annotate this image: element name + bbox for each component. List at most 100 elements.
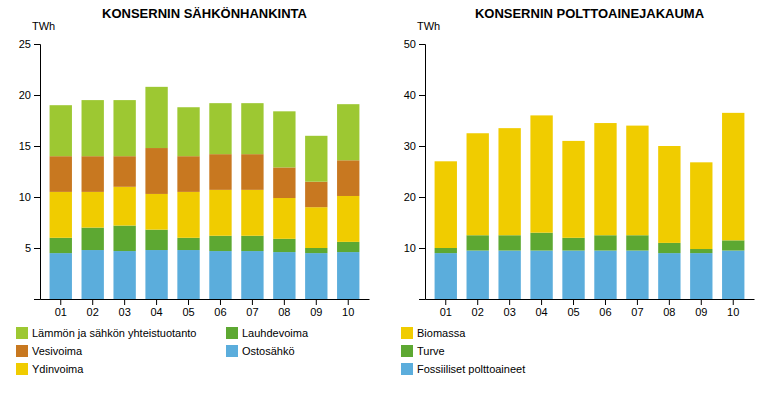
x-tick: 04: [535, 299, 547, 318]
y-tick: 50: [404, 38, 425, 50]
tick-label: 20: [404, 191, 416, 203]
bar-segment: [177, 250, 199, 299]
tick-mark: [252, 299, 253, 305]
bar-segment: [145, 194, 167, 230]
x-tick: 07: [631, 299, 643, 318]
bar-segment: [690, 162, 712, 249]
tick-mark: [419, 197, 425, 198]
axis-line: [41, 299, 370, 300]
tick-label: 20: [19, 89, 31, 101]
bar-segment: [82, 156, 104, 192]
y-tick: 20: [404, 191, 425, 203]
x-tick: 03: [119, 299, 131, 318]
y-tick: 15: [19, 140, 40, 152]
tick-label: 10: [727, 306, 739, 318]
bar-segment: [145, 87, 167, 148]
bar-series: [435, 113, 745, 249]
bar-segment: [113, 226, 135, 252]
legend-item: Ydinvoima: [16, 363, 84, 375]
legend-label: Vesivoima: [32, 345, 83, 357]
bar-segment: [626, 235, 648, 250]
bar-segment: [305, 136, 327, 182]
bar-segment: [50, 105, 72, 156]
tick-mark: [284, 299, 285, 305]
y-axis-label: TWh: [417, 20, 440, 32]
legend-swatch: [226, 327, 238, 339]
tick-label: 30: [404, 140, 416, 152]
bar-segment: [177, 238, 199, 250]
tick-label: 07: [246, 306, 258, 318]
bar-segment: [530, 251, 552, 299]
tick-label: 07: [631, 306, 643, 318]
bar-segment: [273, 239, 295, 252]
tick-mark: [60, 299, 61, 305]
bar-segment: [241, 103, 263, 154]
bar-series: [50, 250, 360, 299]
bars: [435, 113, 745, 299]
bar-segment: [82, 228, 104, 250]
tick-mark: [477, 299, 478, 305]
legend-item: Lauhdevoima: [226, 327, 309, 339]
tick-mark: [509, 299, 510, 305]
bar-segment: [722, 240, 744, 250]
bar-segment: [50, 156, 72, 192]
bar-segment: [498, 251, 520, 299]
bar-segment: [273, 167, 295, 198]
tick-mark: [445, 299, 446, 305]
tick-label: 08: [278, 306, 290, 318]
legend-item: Ostosähkö: [226, 345, 295, 357]
bar-segment: [209, 154, 231, 190]
bar-segment: [690, 253, 712, 299]
bar-segment: [498, 235, 520, 250]
legend-label: Ostosähkö: [242, 345, 295, 357]
bar-segment: [209, 190, 231, 236]
x-tick: 01: [440, 299, 452, 318]
bar-segment: [337, 252, 359, 299]
tick-label: 05: [567, 306, 579, 318]
bar-segment: [177, 156, 199, 192]
legend: Lämmön ja sähkön yhteistuotantoVesivoima…: [16, 327, 309, 375]
bar-segment: [658, 253, 680, 299]
bar-segment: [82, 100, 104, 156]
bar-segment: [594, 235, 616, 250]
tick-mark: [733, 299, 734, 305]
legend-swatch: [16, 327, 28, 339]
bar-segment: [658, 243, 680, 253]
tick-label: 04: [150, 306, 162, 318]
bar-segment: [626, 251, 648, 299]
tick-mark: [348, 299, 349, 305]
bar-segment: [241, 251, 263, 299]
legend-item: Turve: [401, 345, 445, 357]
tick-mark: [34, 146, 40, 147]
tick-label: 06: [599, 306, 611, 318]
bar-segment: [467, 251, 489, 299]
axis-line: [426, 299, 755, 300]
chart-panel: 01020304050607080910510152025KONSERNIN S…: [16, 6, 370, 375]
bar-segment: [241, 154, 263, 190]
bar-segment: [209, 251, 231, 299]
legend-swatch: [16, 363, 28, 375]
bar-segment: [337, 242, 359, 252]
chart-panel: 010203040506070809101020304050KONSERNIN …: [401, 6, 755, 375]
y-tick: 10: [19, 191, 40, 203]
tick-mark: [419, 146, 425, 147]
bar-segment: [209, 103, 231, 154]
tick-mark: [701, 299, 702, 305]
y-tick: 30: [404, 140, 425, 152]
bar-segment: [562, 141, 584, 238]
x-tick: 07: [246, 299, 258, 318]
x-tick: 09: [310, 299, 322, 318]
x-tick: 09: [695, 299, 707, 318]
tick-label: 05: [182, 306, 194, 318]
tick-mark: [34, 44, 40, 45]
bar-segment: [722, 251, 744, 299]
x-tick: 10: [727, 299, 739, 318]
tick-label: 09: [695, 306, 707, 318]
y-axis: 1020304050: [404, 38, 426, 299]
legend-label: Ydinvoima: [32, 363, 84, 375]
x-tick: 01: [55, 299, 67, 318]
tick-label: 03: [119, 306, 131, 318]
tick-label: 01: [440, 306, 452, 318]
x-tick: 05: [182, 299, 194, 318]
bar-segment: [273, 111, 295, 167]
